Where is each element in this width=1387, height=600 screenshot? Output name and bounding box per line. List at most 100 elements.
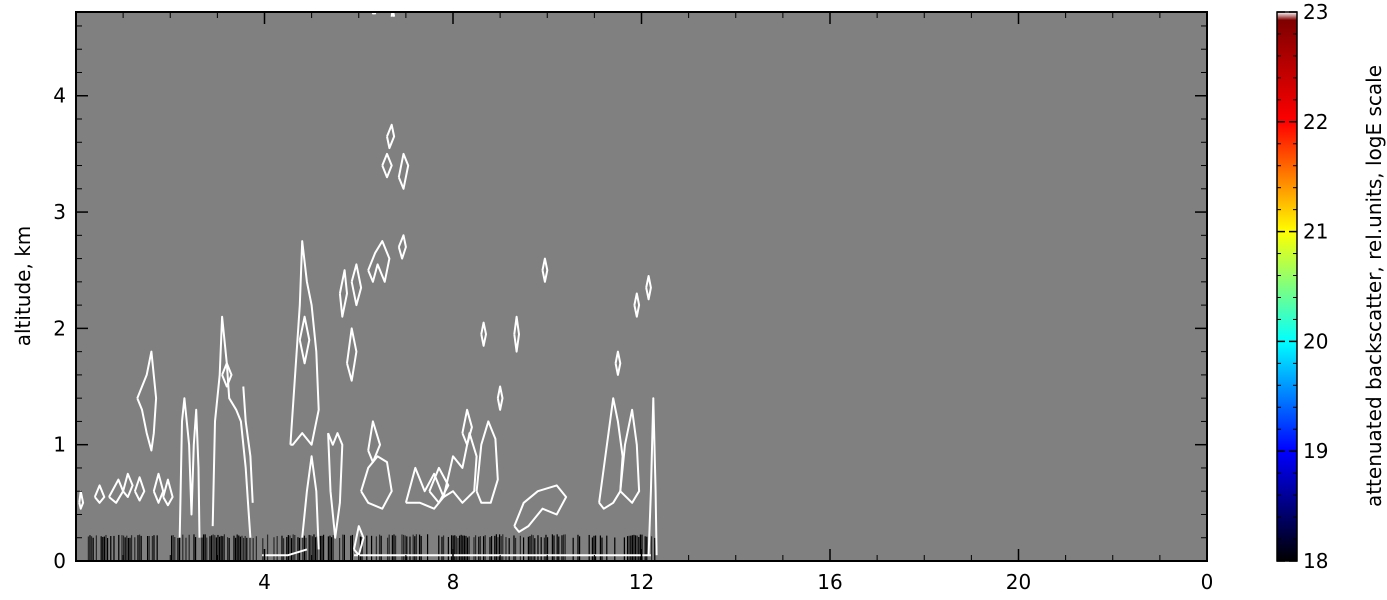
band-streak <box>513 535 515 561</box>
band-streak <box>646 536 648 561</box>
band-streak <box>505 537 507 561</box>
band-streak <box>252 538 254 561</box>
band-streak <box>450 535 453 561</box>
band-streak <box>194 537 197 561</box>
band-streak <box>532 535 534 561</box>
band-streak <box>174 536 176 561</box>
contour-line <box>133 476 146 502</box>
contour-line <box>338 269 348 318</box>
band-streak <box>118 534 120 561</box>
contour-line <box>645 275 652 301</box>
contour-line <box>327 432 344 539</box>
band-streak <box>601 537 603 561</box>
band-streak <box>458 535 461 561</box>
band-streak <box>388 534 390 561</box>
band-streak <box>218 536 221 561</box>
colorbar-tick-label: 19 <box>1303 439 1328 463</box>
contour-line <box>386 123 396 150</box>
band-streak <box>558 536 560 561</box>
contour-line <box>619 408 641 504</box>
band-streak <box>514 537 517 561</box>
band-streak <box>380 535 382 561</box>
plot-frame <box>75 11 1208 562</box>
band-streak <box>138 534 141 561</box>
band-streak <box>217 534 219 561</box>
band-streak <box>294 534 296 561</box>
band-streak <box>465 535 467 561</box>
band-streak <box>233 535 235 561</box>
x-tick-label: 4 <box>258 570 271 594</box>
band-streak <box>201 537 203 561</box>
band-streak <box>366 535 368 561</box>
colorbar-tick-label: 18 <box>1303 549 1328 573</box>
contour-line <box>301 455 320 550</box>
band-streak <box>641 534 643 561</box>
band-streak <box>322 534 325 561</box>
band-streak <box>577 534 579 561</box>
band-streak <box>287 535 289 561</box>
contour-line <box>496 385 504 411</box>
contour-line <box>397 234 407 260</box>
band-streak <box>134 537 136 561</box>
band-streak <box>519 535 521 561</box>
contour-line <box>136 350 158 452</box>
band-streak <box>342 534 344 561</box>
y-axis-label: altitude, km <box>11 226 35 347</box>
band-streak <box>215 537 217 561</box>
contour-line <box>614 350 622 376</box>
band-streak <box>223 534 225 561</box>
band-streak <box>630 535 632 561</box>
y-tick-label: 3 <box>53 200 66 224</box>
band-streak <box>650 536 653 561</box>
band-streak <box>468 536 470 561</box>
band-streak <box>204 534 206 561</box>
y-tick-label: 2 <box>53 316 66 340</box>
band-streak <box>546 537 549 561</box>
colorbar: 18 19 20 21 22 23 attenuated backscatter, rel… <box>1276 0 1386 573</box>
band-streak <box>466 537 469 561</box>
contour-line <box>78 490 85 510</box>
contour-line <box>350 263 363 307</box>
contour-line <box>242 386 254 503</box>
band-streak <box>105 534 107 561</box>
band-streak <box>415 534 417 561</box>
band-streak <box>588 534 590 561</box>
band-streak <box>226 537 229 561</box>
band-streak <box>393 534 395 561</box>
band-streak <box>153 535 155 561</box>
band-streak <box>290 538 293 561</box>
band-streak <box>327 536 329 561</box>
band-streak <box>479 536 481 561</box>
band-streak <box>482 536 485 561</box>
band-streak <box>273 537 275 561</box>
band-streak <box>338 538 341 561</box>
band-streak <box>110 536 112 561</box>
band-streak <box>106 538 109 561</box>
band-streak <box>303 535 305 561</box>
band-streak <box>474 535 477 561</box>
band-streak <box>594 535 597 561</box>
contour-line <box>541 257 549 283</box>
band-streak <box>454 535 456 561</box>
colorbar-tick-label: 20 <box>1303 329 1328 353</box>
contour-line <box>513 484 568 533</box>
band-streak <box>361 537 363 561</box>
band-streak <box>378 534 381 561</box>
band-streak <box>553 535 555 561</box>
contour-line <box>122 472 134 498</box>
band-streak <box>156 535 158 561</box>
band-streak <box>414 536 416 561</box>
band-streak <box>244 535 246 561</box>
contour-line <box>647 397 658 556</box>
band-streak <box>578 536 581 561</box>
band-streak <box>302 537 304 561</box>
band-streak <box>206 537 208 561</box>
band-streak <box>102 536 104 561</box>
plot-background <box>76 12 1207 561</box>
colorbar-tick-label: 21 <box>1303 220 1328 244</box>
band-streak <box>332 535 334 561</box>
band-streak <box>210 535 213 561</box>
band-streak <box>639 534 641 561</box>
band-streak <box>178 535 181 561</box>
